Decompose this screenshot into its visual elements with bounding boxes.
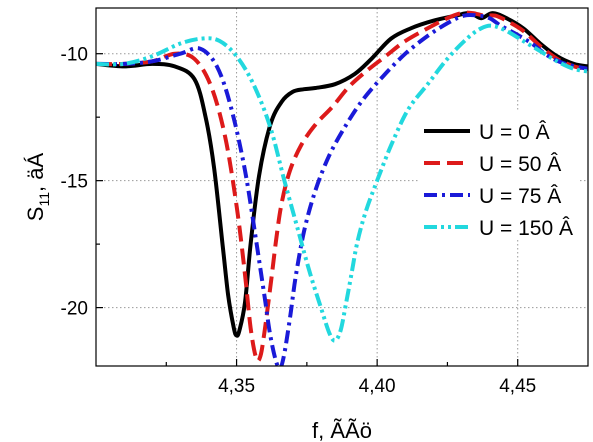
y-tick-label: -20 xyxy=(61,299,88,320)
y-axis-title: S11, äÁ xyxy=(23,152,52,221)
ticks xyxy=(96,53,519,366)
series-line-1 xyxy=(96,10,588,363)
legend-label-1: U = 50 Â xyxy=(479,153,561,176)
x-tick-label: 4,35 xyxy=(218,376,255,397)
legend-label-0: U = 0 Â xyxy=(479,121,550,144)
x-tick-label: 4,45 xyxy=(499,376,536,397)
y-axis-title-rest: , äÁ xyxy=(23,152,48,191)
legend-label-2: U = 75 Â xyxy=(479,185,561,208)
plot-frame xyxy=(95,7,589,367)
y-axis-title-main: S xyxy=(23,207,48,222)
x-tick-label: 4,40 xyxy=(359,376,396,397)
series-line-0 xyxy=(96,11,588,338)
y-tick-label: -15 xyxy=(61,172,88,193)
y-axis-title-sub: 11 xyxy=(36,192,52,207)
y-tick-label: -10 xyxy=(61,45,88,66)
legend: U = 0 Â U = 50 Â U = 75 Â U = 150 Â xyxy=(418,110,578,240)
x-axis-title: f, ÃÃö xyxy=(312,418,372,442)
series-group xyxy=(96,10,588,366)
x-tick-labels: 4,35 4,40 4,45 xyxy=(218,376,536,397)
legend-label-3: U = 150 Â xyxy=(479,217,573,240)
series-line-2 xyxy=(96,12,588,366)
y-tick-labels: -10 -15 -20 xyxy=(61,45,88,320)
